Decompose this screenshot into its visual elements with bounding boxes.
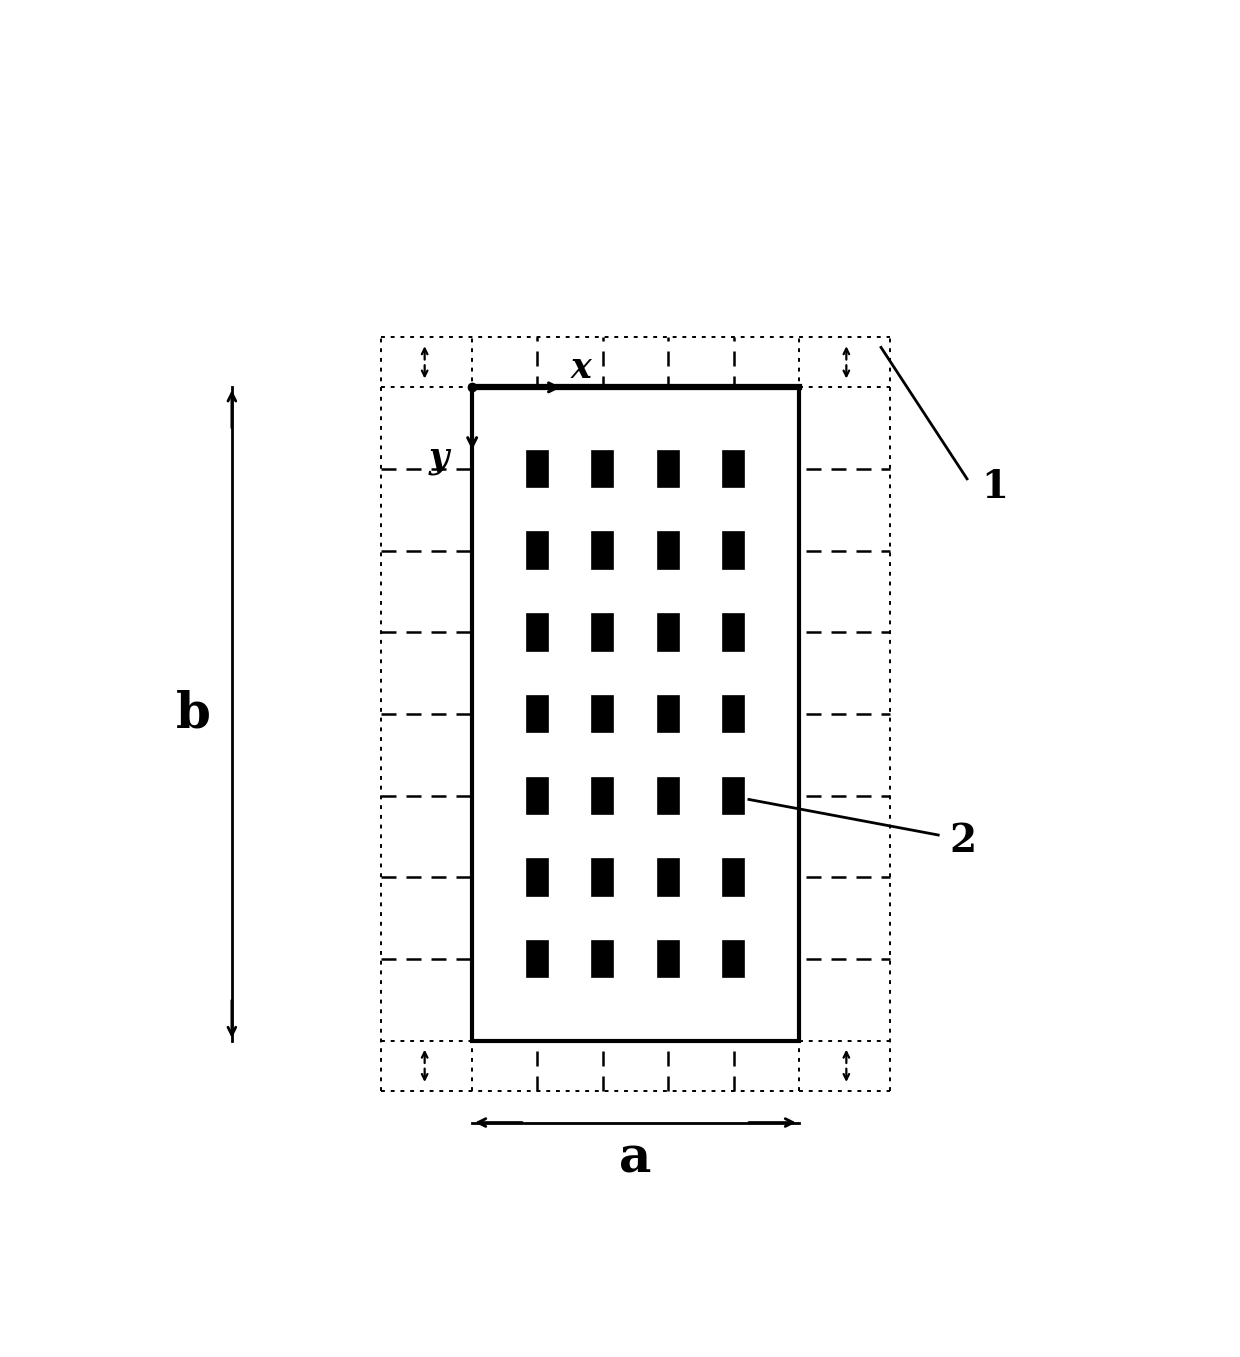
Bar <box>527 451 548 487</box>
Text: y: y <box>428 441 449 475</box>
Bar <box>657 940 678 977</box>
Text: x: x <box>570 351 591 385</box>
Bar <box>657 696 678 733</box>
Bar <box>593 451 614 487</box>
Bar <box>657 451 678 487</box>
Bar <box>527 940 548 977</box>
Bar <box>527 778 548 814</box>
Text: b: b <box>176 689 211 738</box>
Bar <box>657 859 678 896</box>
Bar <box>593 940 614 977</box>
Bar <box>657 532 678 569</box>
Text: 1: 1 <box>982 468 1008 506</box>
Bar <box>593 859 614 896</box>
Bar <box>527 859 548 896</box>
Bar <box>527 532 548 569</box>
Bar <box>527 696 548 733</box>
Bar <box>723 940 744 977</box>
Bar <box>723 451 744 487</box>
Bar <box>593 696 614 733</box>
Bar <box>723 859 744 896</box>
Bar <box>472 387 799 1041</box>
Bar <box>657 778 678 814</box>
Bar <box>723 532 744 569</box>
Text: 2: 2 <box>950 822 977 860</box>
Bar <box>593 532 614 569</box>
Bar <box>527 615 548 651</box>
Bar <box>593 615 614 651</box>
Bar <box>723 778 744 814</box>
Bar <box>593 778 614 814</box>
Bar <box>657 615 678 651</box>
Text: a: a <box>619 1134 652 1183</box>
Bar <box>723 696 744 733</box>
Bar <box>723 615 744 651</box>
